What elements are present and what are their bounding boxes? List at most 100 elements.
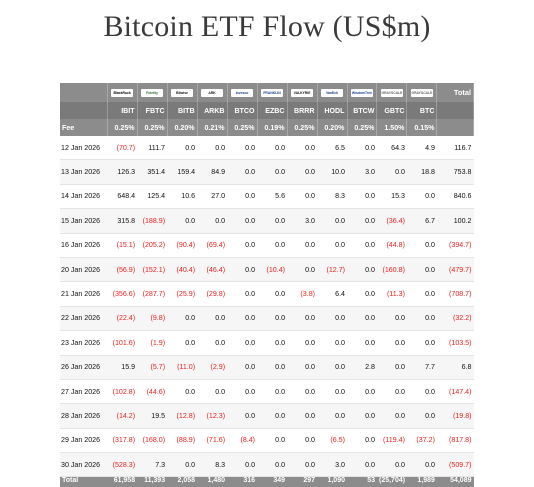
ticker-header-bitb: BITB bbox=[167, 102, 198, 119]
flow-value: 0.0 bbox=[167, 136, 198, 161]
flow-value: 126.3 bbox=[107, 159, 138, 185]
flow-value: 0.0 bbox=[347, 306, 377, 332]
flow-value: 0.0 bbox=[347, 208, 377, 234]
flow-value: (11.3) bbox=[376, 281, 407, 307]
flow-value: 0.0 bbox=[227, 355, 258, 380]
flow-value: 0.0 bbox=[227, 330, 258, 356]
fee-value: 0.21% bbox=[197, 119, 228, 136]
flow-value: 0.0 bbox=[257, 281, 288, 307]
total-value: 1,090 bbox=[317, 476, 347, 487]
flow-value: (9.8) bbox=[137, 306, 168, 332]
flow-value: 15.9 bbox=[107, 355, 138, 380]
fee-value: 0.20% bbox=[317, 119, 348, 136]
total-value: 349 bbox=[257, 476, 288, 487]
logo-row-spacer bbox=[60, 83, 108, 102]
total-value: 53 bbox=[347, 476, 377, 487]
logo-cell: BlackRock bbox=[107, 83, 138, 102]
logo-cell: Fidelity bbox=[137, 83, 168, 102]
logo-cell: ARK bbox=[197, 83, 228, 102]
flow-value: 0.0 bbox=[227, 452, 258, 478]
total-value: 2,058 bbox=[167, 476, 198, 487]
flow-value: 0.0 bbox=[227, 208, 258, 234]
logo-cell: WisdomTree bbox=[347, 83, 378, 102]
ticker-row-spacer bbox=[60, 102, 108, 119]
table-row: 14 Jan 2026 648.4 125.4 10.6 27.0 0.0 5.6 0.0 8.… bbox=[60, 184, 474, 210]
flow-value: 27.0 bbox=[197, 184, 228, 210]
table-row: 26 Jan 2026 15.9 (5.7) (11.0) (2.9) 0.0 0.0 0.0… bbox=[60, 355, 474, 380]
issuer-logo-row: BlackRock Fidelity Bitwise ARK Invesco FRANKL… bbox=[60, 83, 474, 102]
flow-value: (25.9) bbox=[167, 281, 198, 307]
flow-value: (356.6) bbox=[107, 281, 138, 307]
grayscale-gbtc-logo: GRAYSCALE bbox=[380, 88, 403, 97]
flow-value: 0.0 bbox=[376, 403, 407, 429]
table-row: 12 Jan 2026 (70.7) 111.7 0.0 0.0 0.0 0.0 0.0 6.5… bbox=[60, 136, 474, 161]
flow-value: 0.0 bbox=[197, 208, 228, 234]
flow-value: 0.0 bbox=[167, 330, 198, 356]
flow-value: 0.0 bbox=[227, 159, 258, 185]
flow-value: (12.8) bbox=[167, 403, 198, 429]
flow-value: 6.4 bbox=[317, 281, 347, 307]
flow-value: 0.0 bbox=[317, 208, 347, 234]
table-row: 15 Jan 2026 315.8 (188.9) 0.0 0.0 0.0 0.0 3.0 0.… bbox=[60, 208, 474, 234]
flow-value: 0.0 bbox=[227, 184, 258, 210]
flow-value: (90.4) bbox=[167, 233, 198, 258]
ticker-header-brrr: BRRR bbox=[287, 102, 318, 119]
table-row: 21 Jan 2026 (356.6) (287.7) (25.9) (29.8) 0.0… bbox=[60, 281, 474, 307]
fee-value: 0.20% bbox=[167, 119, 198, 136]
table-row: 20 Jan 2026 (56.9) (152.1) (40.4) (46.4) 0.0(… bbox=[60, 257, 474, 283]
flow-value: (152.1) bbox=[137, 257, 168, 283]
flow-value: 0.0 bbox=[287, 306, 318, 332]
row-total: 6.8 bbox=[436, 355, 474, 380]
ticker-row-total-spacer bbox=[436, 102, 474, 119]
flow-value: 0.0 bbox=[376, 159, 407, 185]
flow-value: 0.0 bbox=[347, 257, 377, 283]
ticker-header-fbtc: FBTC bbox=[137, 102, 168, 119]
ticker-header-btcw: BTCW bbox=[347, 102, 378, 119]
flow-value: 0.0 bbox=[406, 403, 437, 429]
flow-value: 0.0 bbox=[167, 452, 198, 478]
flow-value: 0.0 bbox=[347, 330, 377, 356]
flow-value: 0.0 bbox=[317, 233, 347, 258]
flow-value: (8.4) bbox=[227, 428, 258, 454]
flow-value: (528.3) bbox=[107, 452, 138, 478]
flow-value: 3.0 bbox=[347, 159, 377, 185]
flow-value: 0.0 bbox=[406, 281, 437, 307]
table-row: 23 Jan 2026 (101.6) (1.9) 0.0 0.0 0.0 0.0 0.0 0.… bbox=[60, 330, 474, 356]
flow-value: 7.7 bbox=[406, 355, 437, 380]
flow-value: (14.2) bbox=[107, 403, 138, 429]
flow-value: 8.3 bbox=[197, 452, 228, 478]
etf-flow-table: BlackRock Fidelity Bitwise ARK Invesco FRANKL… bbox=[60, 83, 474, 487]
flow-value: 0.0 bbox=[376, 306, 407, 332]
flow-value: 0.0 bbox=[167, 306, 198, 332]
row-total: 100.2 bbox=[436, 208, 474, 234]
grand-total: 54,089 bbox=[436, 476, 474, 487]
flow-value: 0.0 bbox=[227, 136, 258, 161]
ticker-header-btc: BTC bbox=[406, 102, 438, 119]
franklin-logo: FRANKLIN bbox=[261, 88, 284, 97]
fee-value: 0.25% bbox=[137, 119, 168, 136]
flow-value: 0.0 bbox=[257, 159, 288, 185]
row-date: 30 Jan 2026 bbox=[60, 452, 108, 478]
flow-value: (22.4) bbox=[107, 306, 138, 332]
total-row-label: Total bbox=[60, 476, 108, 487]
flow-value: (40.4) bbox=[167, 257, 198, 283]
total-row: Total 61,958 11,393 2,058 1,480 316 349 297 1,09… bbox=[60, 476, 474, 487]
valkyrie-logo: VALKYRIE bbox=[291, 88, 314, 97]
total-value: 61,958 bbox=[107, 476, 138, 487]
ticker-header-hodl: HODL bbox=[317, 102, 348, 119]
flow-value: 0.0 bbox=[197, 136, 228, 161]
total-value: 1,989 bbox=[406, 476, 437, 487]
flow-value: (12.3) bbox=[197, 403, 228, 429]
flow-value: 0.0 bbox=[227, 379, 258, 405]
total-value: 1,480 bbox=[197, 476, 228, 487]
flow-value: 0.0 bbox=[376, 379, 407, 405]
flow-value: (44.6) bbox=[137, 379, 168, 405]
fee-row-total-spacer bbox=[436, 119, 474, 136]
flow-value: 0.0 bbox=[257, 403, 288, 429]
ticker-header-btco: BTCO bbox=[227, 102, 258, 119]
row-total: (509.7) bbox=[436, 452, 474, 478]
flow-value: 0.0 bbox=[287, 233, 318, 258]
flow-value: 0.0 bbox=[227, 306, 258, 332]
flow-value: (15.1) bbox=[107, 233, 138, 258]
row-date: 26 Jan 2026 bbox=[60, 355, 108, 380]
